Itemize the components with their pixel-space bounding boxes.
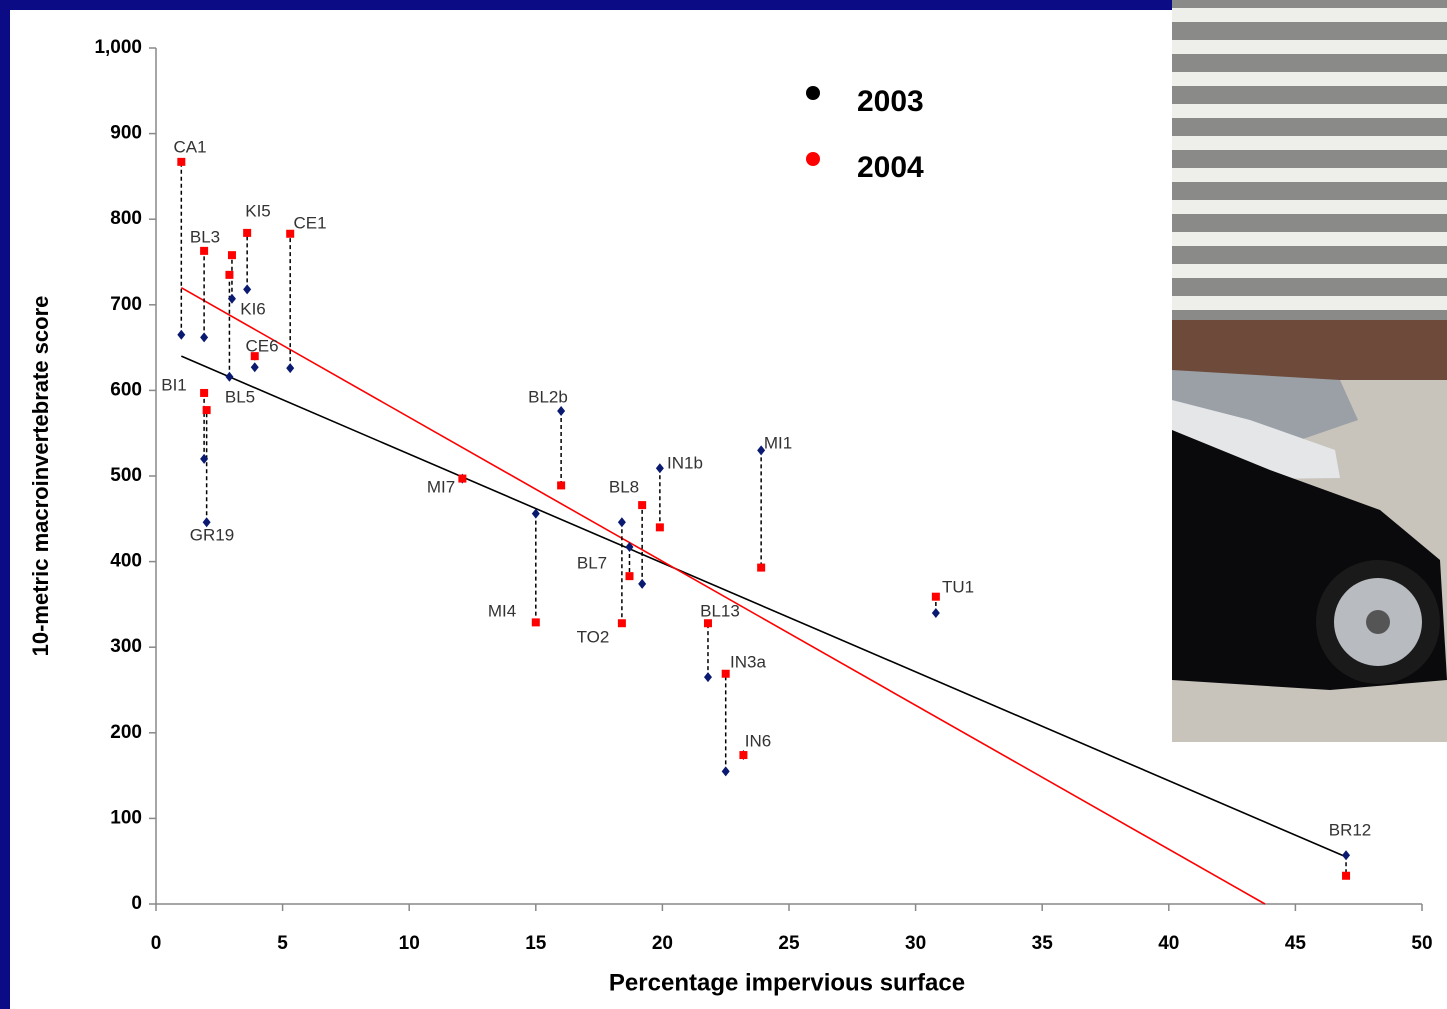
- site-label: BL5: [225, 387, 255, 406]
- x-tick-label: 15: [525, 933, 547, 954]
- x-tick-label: 25: [778, 933, 800, 954]
- marker-2004: [557, 481, 565, 489]
- marker-2004: [1342, 872, 1350, 880]
- marker-2004: [228, 251, 236, 259]
- marker-2004: [203, 406, 211, 414]
- site-label: BL7: [577, 553, 607, 572]
- site-label: BR12: [1329, 820, 1372, 839]
- legend-label: 2004: [857, 151, 924, 184]
- marker-2004: [932, 593, 940, 601]
- y-tick-label: 300: [110, 636, 142, 657]
- legend-dot: [806, 86, 820, 100]
- site-label: BL3: [190, 227, 220, 246]
- x-tick-label: 5: [277, 933, 288, 954]
- marker-2004: [625, 572, 633, 580]
- site-label: IN1b: [667, 453, 703, 472]
- legend-dot: [806, 152, 820, 166]
- x-tick-label: 40: [1158, 933, 1179, 954]
- marker-2004: [618, 619, 626, 627]
- marker-2004: [225, 271, 233, 279]
- x-tick-label: 20: [652, 933, 673, 954]
- site-label: IN6: [745, 731, 771, 750]
- y-tick-label: 400: [110, 551, 142, 572]
- y-tick-label: 500: [110, 465, 142, 486]
- y-tick-label: 600: [110, 379, 142, 400]
- page: {"chart_data": {"type": "scatter", "x_la…: [0, 0, 1447, 1009]
- marker-2004: [739, 751, 747, 759]
- marker-2004: [638, 501, 646, 509]
- site-label: MI4: [488, 601, 516, 620]
- site-label: CE1: [293, 213, 326, 232]
- x-axis-title: Percentage impervious surface: [609, 969, 965, 996]
- x-tick-label: 30: [905, 933, 926, 954]
- site-label: CA1: [173, 137, 206, 156]
- site-label: GR19: [190, 525, 234, 544]
- marker-2004: [656, 523, 664, 531]
- y-tick-label: 800: [110, 208, 142, 229]
- site-label: KI5: [245, 201, 271, 220]
- legend-label: 2003: [857, 85, 924, 118]
- site-label: BL8: [609, 477, 639, 496]
- marker-2004: [200, 389, 208, 397]
- x-tick-label: 50: [1411, 933, 1432, 954]
- marker-2004: [458, 475, 466, 483]
- chart: 0 100 200 300 400 500 600 700 800 900 1,000 0 5 10 15 2…: [0, 0, 1447, 1009]
- site-label: BL13: [700, 601, 740, 620]
- marker-2004: [200, 247, 208, 255]
- marker-2004: [757, 564, 765, 572]
- site-label: BI1: [161, 375, 187, 394]
- y-axis-title: 10-metric macroinvertebrate score: [28, 296, 53, 657]
- marker-2004: [532, 618, 540, 626]
- site-label: KI6: [240, 299, 266, 318]
- y-tick-label: 900: [110, 123, 142, 144]
- photo: [1172, 0, 1447, 742]
- marker-2004: [177, 158, 185, 166]
- y-tick-label: 200: [110, 722, 142, 743]
- site-label: TU1: [942, 577, 974, 596]
- site-label: TO2: [577, 627, 610, 646]
- x-tick-label: 0: [151, 933, 162, 954]
- marker-2004: [722, 670, 730, 678]
- y-tick-label: 1,000: [94, 37, 142, 58]
- site-label: BL2b: [528, 387, 568, 406]
- y-tick-label: 100: [110, 807, 142, 828]
- site-label: MI7: [427, 477, 455, 496]
- x-tick-label: 45: [1285, 933, 1307, 954]
- x-tick-label: 10: [399, 933, 420, 954]
- x-tick-label: 35: [1032, 933, 1054, 954]
- site-label: CE6: [245, 336, 278, 355]
- y-tick-label: 700: [110, 294, 142, 315]
- site-label: MI1: [764, 433, 792, 452]
- site-label: IN3a: [730, 652, 766, 671]
- y-tick-label: 0: [131, 893, 142, 914]
- marker-2004: [243, 229, 251, 237]
